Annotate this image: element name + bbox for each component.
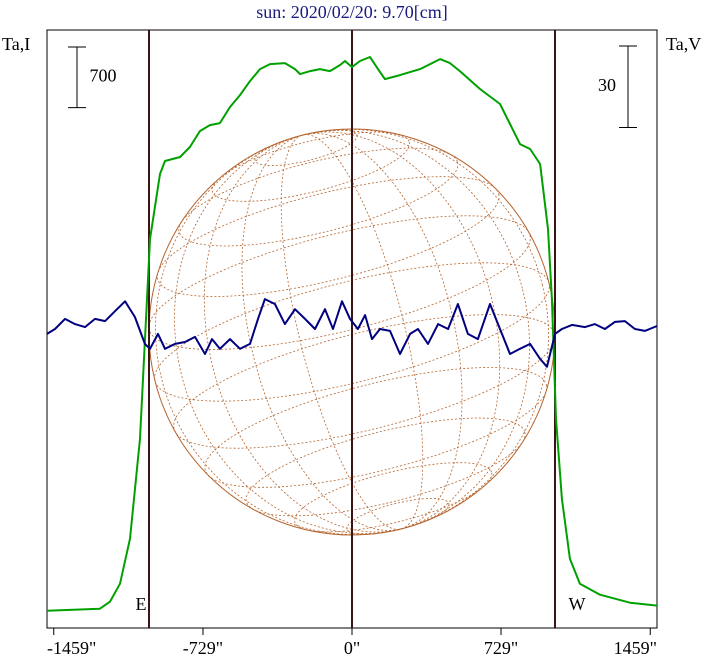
latitude-line: [156, 176, 500, 297]
x-tick-label: -1459": [47, 638, 96, 658]
scale-bar-label: 700: [90, 65, 117, 85]
x-tick-label: -729": [183, 638, 223, 658]
y2-axis-label: Ta,V: [666, 34, 701, 54]
y-axis-label: Ta,I: [2, 34, 30, 54]
x-tick-label: 0": [344, 638, 360, 658]
latitude-line: [148, 215, 531, 350]
meridian-line: [203, 131, 501, 533]
limb-label: E: [136, 594, 147, 614]
meridian-line: [280, 134, 424, 530]
x-tick-label: 1459": [614, 638, 657, 658]
latitude-line: [294, 462, 493, 533]
latitude-line: [178, 147, 459, 247]
scale-bar-label: 30: [598, 75, 616, 95]
latitude-line: [204, 367, 548, 488]
series-line: [46, 298, 658, 368]
x-tick-label: 729": [484, 638, 518, 658]
latitude-line: [245, 417, 526, 517]
limb-label: W: [568, 594, 585, 614]
series-line: [46, 56, 658, 612]
chart-title: sun: 2020/02/20: 9.70[cm]: [256, 2, 448, 22]
